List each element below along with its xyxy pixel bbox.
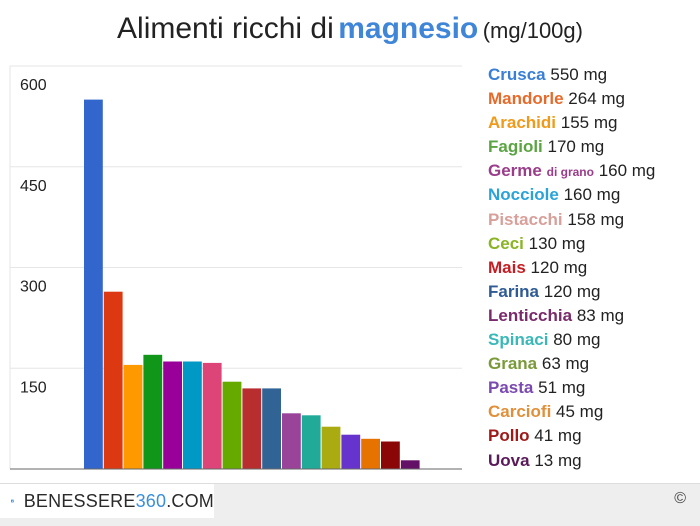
legend-item-name: Crusca: [488, 65, 546, 84]
chart-title: Alimenti ricchi di magnesio (mg/100g): [0, 12, 700, 46]
legend: Crusca 550 mg Mandorle 264 mg Arachidi 155…: [488, 63, 698, 473]
legend-item-name: Germe: [488, 161, 542, 181]
legend-item-name: Farina: [488, 281, 540, 301]
legend-item: Farina 120 mg: [488, 280, 698, 304]
legend-item-name: Spinaci: [488, 330, 549, 350]
legend-item-value: 160 mg: [563, 185, 621, 205]
legend-item-value: 264 mg: [568, 89, 625, 109]
legend-item-name: Mais: [488, 257, 526, 277]
bar-lenticchia: [282, 413, 301, 469]
legend-item-value: 160 mg: [598, 161, 656, 181]
legend-item-value: 51 mg: [538, 378, 586, 398]
legend-item-value: 155 mg: [560, 113, 618, 133]
bar-mais: [242, 388, 262, 469]
bar-germe-di-grano: [163, 361, 182, 469]
title-unit: (mg/100g): [482, 18, 583, 43]
bar-fagioli: [143, 354, 163, 469]
copyright-symbol: ©: [674, 490, 686, 507]
bar-pasta: [341, 434, 361, 469]
legend-item-name-detail: di grano: [546, 165, 594, 180]
legend-item-name: Pistacchi: [488, 209, 563, 229]
y-axis-ticks: 150 300 450 600: [20, 77, 47, 396]
legend-item: Carciofi 45 mg: [488, 400, 698, 424]
bars: [84, 99, 420, 469]
y-tick-label: 450: [20, 178, 47, 195]
bar-pistacchi: [202, 362, 222, 469]
legend-item-name: Carciofi: [488, 402, 552, 422]
legend-item: Grana 63 mg: [488, 352, 698, 376]
legend-item-value: 41 mg: [534, 426, 582, 446]
legend-item-name: Uova: [488, 450, 530, 470]
legend-item-value: 13 mg: [534, 450, 582, 470]
brand-suffix: .COM: [166, 490, 214, 511]
legend-item-value: 130 mg: [528, 233, 586, 253]
brand-name: BENESSERE360.COM: [24, 491, 214, 512]
bar-farina: [262, 388, 281, 469]
legend-item-name: Nocciole: [488, 185, 559, 205]
bar-spinaci: [301, 415, 321, 469]
brand-logo[interactable]: b BENESSERE360.COM: [0, 484, 214, 518]
bar-grana: [321, 426, 341, 469]
legend-item: Mandorle 264 mg: [488, 87, 698, 111]
legend-item: Mais 120 mg: [488, 256, 698, 280]
brand-number: 360: [135, 490, 167, 511]
legend-item-value: 83 mg: [576, 305, 625, 325]
bar-ceci: [222, 381, 242, 469]
y-tick-label: 300: [20, 279, 47, 296]
legend-item: Arachidi 155 mg: [488, 111, 698, 135]
legend-item-value: 158 mg: [567, 209, 625, 229]
legend-item: Ceci 130 mg: [488, 232, 698, 256]
legend-item: Lenticchia 83 mg: [488, 304, 698, 328]
bar-crusca: [84, 99, 103, 469]
legend-item: Fagioli 170 mg: [488, 135, 698, 159]
legend-item-name: Mandorle: [488, 89, 564, 109]
legend-item: Germe di grano 160 mg: [488, 159, 698, 183]
legend-item-value: 45 mg: [556, 402, 604, 422]
legend-item-name: Fagioli: [488, 137, 543, 157]
benessere-logo-icon: b: [11, 499, 14, 503]
legend-item-name: Pollo: [488, 426, 530, 446]
legend-item-value: 550 mg: [550, 65, 608, 84]
legend-item: Pollo 41 mg: [488, 424, 698, 448]
y-tick-label: 150: [20, 379, 47, 396]
title-highlight: magnesio: [338, 12, 479, 45]
svg-text:b: b: [12, 501, 14, 503]
brand-prefix: BENESSERE: [23, 490, 136, 511]
legend-item: Nocciole 160 mg: [488, 183, 698, 207]
bar-carciofi: [361, 438, 380, 469]
legend-item-value: 120 mg: [530, 257, 588, 277]
bar-uova: [400, 460, 420, 469]
bar-chart: 150 300 450 600: [9, 65, 462, 470]
legend-item: Uova 13 mg: [488, 449, 698, 473]
legend-item-name: Ceci: [488, 233, 524, 253]
footer: b BENESSERE360.COM ©: [0, 483, 700, 526]
legend-item-name: Lenticchia: [488, 305, 573, 325]
legend-item-value: 170 mg: [547, 137, 605, 157]
legend-item-name: Arachidi: [488, 113, 557, 133]
legend-item-value: 80 mg: [553, 330, 601, 350]
bar-mandorle: [103, 291, 123, 469]
title-prefix: Alimenti ricchi di: [117, 12, 334, 45]
legend-item-value: 120 mg: [543, 281, 601, 301]
legend-item-name: Pasta: [488, 378, 534, 398]
legend-item: Pasta 51 mg: [488, 376, 698, 400]
y-tick-label: 600: [20, 77, 47, 94]
bar-pollo: [381, 441, 400, 469]
legend-item-name: Grana: [488, 354, 538, 374]
legend-item: Pistacchi 158 mg: [488, 208, 698, 232]
legend-item-value: 63 mg: [541, 354, 590, 374]
bar-nocciole: [183, 361, 202, 469]
legend-item: Spinaci 80 mg: [488, 328, 698, 352]
bar-arachidi: [123, 364, 143, 469]
legend-item: Crusca 550 mg: [488, 63, 698, 87]
